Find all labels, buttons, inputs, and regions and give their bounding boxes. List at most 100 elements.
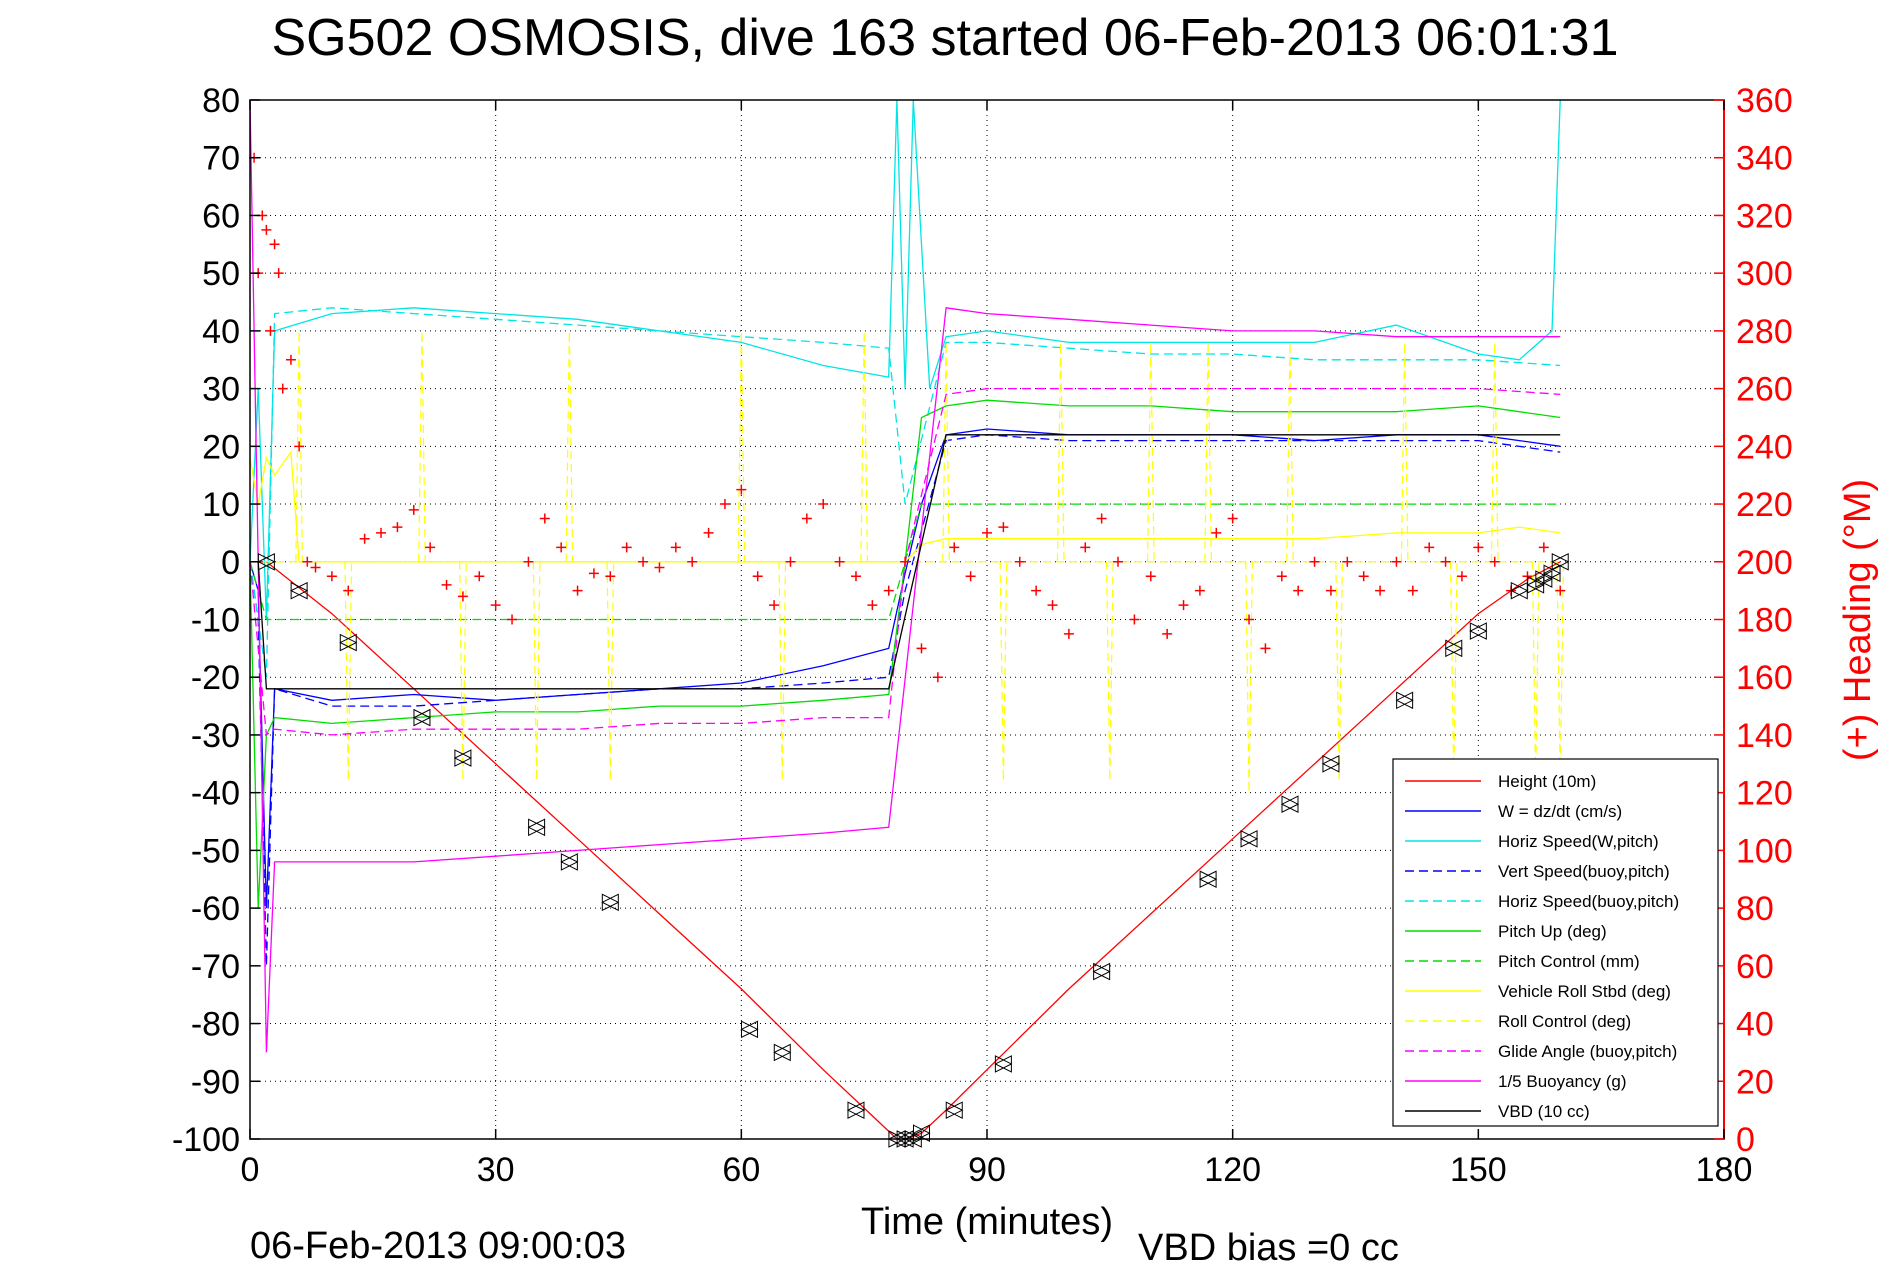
- y-tick-label: 40: [202, 313, 240, 351]
- heading-point: [1063, 628, 1074, 639]
- heading-point: [359, 533, 370, 544]
- y-tick-label: -30: [191, 717, 240, 755]
- right-tick-label: 160: [1736, 659, 1793, 697]
- y-tick-label: 70: [202, 140, 240, 178]
- glider-marker: [453, 749, 473, 767]
- heading-point: [392, 522, 403, 533]
- heading-point: [850, 571, 861, 582]
- heading-point: [1456, 571, 1467, 582]
- heading-point: [1375, 585, 1386, 596]
- y-tick-label: -10: [191, 602, 240, 640]
- right-tick-label: 300: [1736, 255, 1793, 293]
- heading-point: [752, 571, 763, 582]
- heading-point: [998, 522, 1009, 533]
- legend-label: Pitch Control (mm): [1498, 952, 1640, 971]
- heading-point: [670, 542, 681, 553]
- heading-point: [408, 504, 419, 515]
- heading-point: [1473, 542, 1484, 553]
- legend-label: W = dz/dt (cm/s): [1498, 802, 1622, 821]
- roll-control-spike: [1245, 561, 1253, 793]
- roll-control-spike: [606, 561, 615, 782]
- right-tick-label: 340: [1736, 140, 1793, 178]
- glider-marker: [1444, 639, 1463, 658]
- x-tick-label: 0: [241, 1151, 260, 1189]
- glider-marker: [945, 1101, 964, 1119]
- heading-point: [539, 513, 550, 524]
- glider-marker: [1092, 962, 1111, 981]
- glider-marker: [740, 1020, 759, 1039]
- chart-title: SG502 OSMOSIS, dive 163 started 06-Feb-2…: [271, 9, 1618, 67]
- heading-point: [588, 568, 599, 579]
- legend-label: Pitch Up (deg): [1498, 922, 1607, 941]
- heading-point: [523, 556, 534, 567]
- heading-point: [818, 499, 829, 510]
- heading-point: [474, 571, 485, 582]
- right-axis-label: (+) Heading (°M): [1837, 479, 1879, 761]
- glider-marker: [994, 1055, 1013, 1073]
- heading-point: [703, 527, 714, 538]
- heading-point: [1325, 585, 1336, 596]
- heading-point: [1260, 643, 1271, 654]
- x-tick-label: 90: [968, 1151, 1006, 1189]
- x-tick-label: 150: [1450, 1151, 1507, 1189]
- right-tick-label: 0: [1736, 1121, 1755, 1159]
- heading-point: [1244, 614, 1255, 625]
- right-tick-label: 100: [1736, 832, 1793, 870]
- right-tick-label: 220: [1736, 486, 1793, 524]
- series-1-5-buoyancy-g: [249, 99, 1561, 1053]
- right-tick-label: 20: [1736, 1063, 1774, 1101]
- heading-point: [294, 441, 305, 452]
- y-tick-label: 10: [202, 486, 240, 524]
- glider-markers: [257, 552, 1570, 1148]
- heading-point: [1014, 556, 1025, 567]
- roll-control-spike: [1204, 342, 1212, 562]
- legend-label: Horiz Speed(W,pitch): [1498, 832, 1659, 851]
- right-tick-label: 60: [1736, 948, 1774, 986]
- right-tick-label: 260: [1736, 371, 1793, 409]
- y-axis-ticks: -100-90-80-70-60-50-40-30-20-10010203040…: [172, 82, 260, 1159]
- glider-marker: [1395, 691, 1414, 710]
- heading-point: [269, 239, 280, 250]
- y-tick-label: -50: [191, 832, 240, 870]
- heading-point: [277, 383, 288, 394]
- roll-control-spike: [778, 561, 787, 782]
- x-axis-ticks: 0 30 60 90 120 150 180: [241, 100, 1753, 1189]
- roll-control-spike: [1286, 342, 1294, 562]
- x-tick-label: 30: [477, 1151, 515, 1189]
- roll-control-spike: [1105, 561, 1114, 782]
- right-y-axis-ticks: 0 20 40 60 80 100 120 140 160 180 200 220 240 260 280 3…: [1714, 82, 1793, 1159]
- heading-point: [736, 484, 747, 495]
- series-heading-m: [249, 152, 1566, 683]
- heading-point: [1293, 585, 1304, 596]
- y-tick-label: 30: [202, 371, 240, 409]
- heading-point: [310, 562, 321, 573]
- x-tick-label: 180: [1696, 1151, 1753, 1189]
- legend-label: Vehicle Roll Stbd (deg): [1498, 982, 1671, 1001]
- glider-marker: [339, 633, 358, 652]
- x-tick-label: 120: [1204, 1151, 1261, 1189]
- heading-point: [1211, 527, 1222, 538]
- y-tick-label: 0: [221, 544, 240, 582]
- glider-marker: [290, 581, 309, 600]
- right-tick-label: 120: [1736, 775, 1793, 813]
- legend: Height (10m) W = dz/dt (cm/s) Horiz Speed(…: [1392, 758, 1719, 1127]
- roll-control-spike: [459, 561, 467, 782]
- heading-point: [273, 268, 284, 279]
- roll-control-spike: [1531, 561, 1540, 782]
- glider-marker: [773, 1043, 792, 1062]
- glider-marker: [912, 1124, 931, 1143]
- series-horiz-speed-buoy-pitch: [249, 307, 1561, 678]
- roll-control-spike: [1556, 561, 1565, 782]
- grid-lines: [250, 100, 1724, 1139]
- heading-point: [1145, 571, 1156, 582]
- heading-point: [916, 643, 927, 654]
- right-tick-label: 40: [1736, 1006, 1774, 1044]
- right-tick-label: 320: [1736, 197, 1793, 235]
- right-tick-label: 280: [1736, 313, 1793, 351]
- y-tick-label: -100: [172, 1121, 240, 1159]
- x-axis-label: Time (minutes): [861, 1201, 1113, 1243]
- glider-marker: [1239, 830, 1259, 848]
- heading-point: [1178, 600, 1189, 611]
- heading-point: [801, 513, 812, 524]
- heading-point: [1080, 542, 1091, 553]
